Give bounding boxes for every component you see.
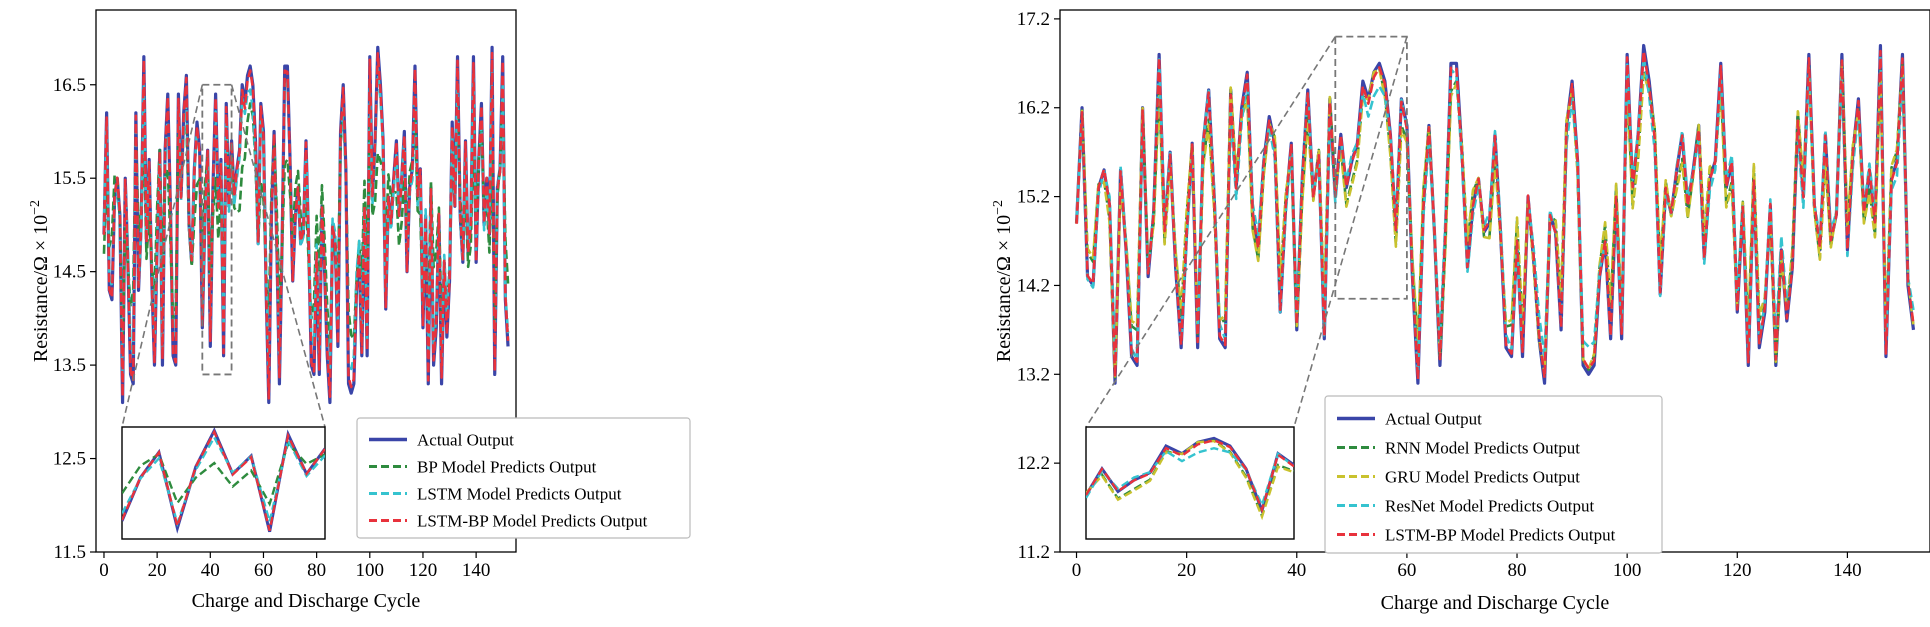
y-axis-label: Resistance/Ω × 10−2 [991,200,1015,362]
inset-series-line [122,429,325,531]
x-tick-label: 120 [1723,560,1752,581]
plot-frame [95,9,517,553]
x-axis-label: Charge and Discharge Cycle [1381,592,1610,614]
legend-label: LSTM-BP Model Predicts Output [417,512,648,531]
inset-series-line [1086,446,1294,509]
y-tick-label: 17.2 [1017,9,1050,30]
x-tick-label: 0 [1072,560,1082,581]
y-axis-label: Resistance/Ω × 10−2 [28,200,52,362]
legend [1324,395,1663,554]
legend-label: Actual Output [1385,410,1482,429]
legend-label: LSTM Model Predicts Output [417,485,622,504]
zoom-region-box [1334,35,1408,300]
y-tick-label: 11.2 [1017,542,1050,563]
y-tick-label: 13.2 [1017,364,1050,385]
chart-right: 0 20 40 60 80 100 120 140 11.2 12.2 13.2 14.2 15.2 16… [991,9,1930,614]
x-tick-label: 20 [1177,560,1196,581]
y-tick-label: 11.5 [53,542,86,563]
legend-label: GRU Model Predicts Output [1385,468,1580,487]
x-axis-label: Charge and Discharge Cycle [192,590,421,612]
inset-series-line [1086,438,1294,514]
legend-label: BP Model Predicts Output [417,458,597,477]
zoom-connector [1293,36,1408,428]
legend-label: Actual Output [417,431,514,450]
zoom-connector [121,84,204,428]
legend-label: ResNet Model Predicts Output [1385,497,1594,516]
chart-left: 0 20 40 60 80 100 120 140 11.5 12.5 13.5 14.5 15.5 16… [28,9,691,612]
x-tick-label: 40 [201,560,220,581]
x-tick-label: 0 [99,560,109,581]
zoom-connector [230,84,326,428]
legend-label: LSTM-BP Model Predicts Output [1385,526,1616,545]
inset-frame [121,426,326,540]
x-tick-label: 100 [1613,560,1642,581]
x-tick-label: 60 [1397,560,1416,581]
x-tick-label: 120 [409,560,438,581]
y-tick-label: 13.5 [53,355,86,376]
inset-series-group [122,427,325,534]
series-line-lstm-bp-model-predicts-output [1075,49,1915,381]
y-tick-label: 15.5 [53,168,86,189]
series-group [102,45,510,405]
x-tick-label: 140 [462,560,491,581]
inset-series-group [1086,436,1294,521]
y-tick-label: 15.2 [1017,187,1050,208]
y-tick-label: 14.5 [53,262,86,283]
zoom-region-box [201,83,233,376]
x-tick-label: 80 [1508,560,1527,581]
y-tick-label: 12.5 [53,449,86,470]
y-tick-label: 16.2 [1017,98,1050,119]
y-tick-label: 16.5 [53,75,86,96]
x-tick-label: 80 [307,560,326,581]
x-tick-label: 40 [1287,560,1306,581]
series-line-lstm-bp-model-predicts-output [102,51,510,400]
zoom-connector [1085,36,1336,428]
inset-series-line [1086,439,1294,521]
x-tick-label: 20 [148,560,167,581]
legend [356,417,691,539]
x-tick-label: 140 [1833,560,1862,581]
x-tick-label: 60 [254,560,273,581]
y-tick-label: 14.2 [1017,275,1050,296]
series-group [1074,43,1916,385]
y-tick-label: 12.2 [1017,453,1050,474]
inset-frame [1085,426,1295,540]
x-tick-label: 100 [356,560,385,581]
legend-label: RNN Model Predicts Output [1385,439,1580,458]
